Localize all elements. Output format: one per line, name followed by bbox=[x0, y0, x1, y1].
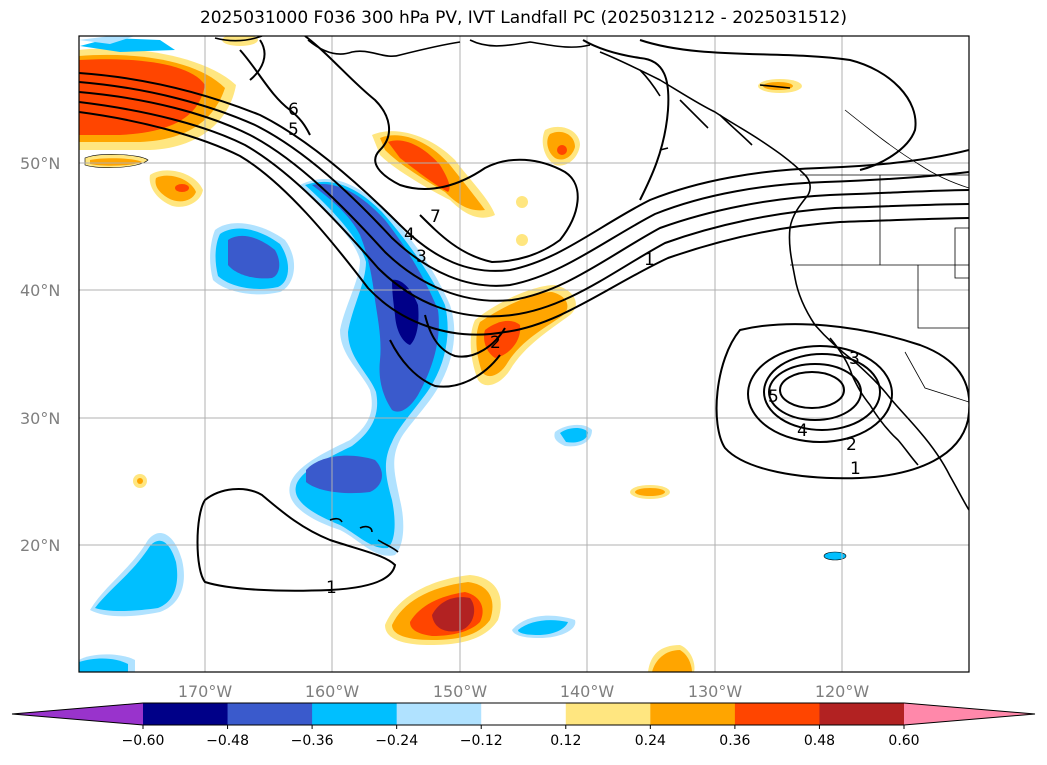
map-frame bbox=[78, 35, 970, 673]
contour-label-5: 5 bbox=[288, 120, 299, 140]
lon-tick-140w: 140°W bbox=[560, 682, 615, 701]
contour-label-3: 3 bbox=[416, 247, 427, 267]
pv-positive-blob-3 bbox=[542, 126, 580, 166]
pv-negative-blob-2 bbox=[90, 532, 184, 617]
contour-label-4-cal: 4 bbox=[797, 421, 808, 441]
coastlines bbox=[214, 36, 969, 553]
lat-tick-50n: 50°N bbox=[20, 154, 60, 173]
pv-positive-blob-5 bbox=[385, 575, 501, 645]
lat-tick-40n: 40°N bbox=[20, 281, 60, 300]
colorbar-extend-min bbox=[12, 703, 143, 725]
colorbar-tick-label: 0.48 bbox=[804, 733, 835, 749]
colorbar-bin bbox=[565, 703, 651, 725]
colorbar-tick-label: 0.36 bbox=[719, 733, 750, 749]
colorbar-tick-label: 0.24 bbox=[635, 733, 666, 749]
colorbar-tick-label: 0.60 bbox=[888, 733, 919, 749]
lat-tick-20n: 20°N bbox=[20, 536, 60, 555]
colorbar-bin bbox=[819, 703, 905, 725]
chart-title: 2025031000 F036 300 hPa PV, IVT Landfall… bbox=[199, 8, 847, 28]
contour-label-3-cal: 3 bbox=[849, 349, 860, 369]
ivt-contours bbox=[79, 36, 969, 592]
lat-tick-30n: 30°N bbox=[20, 409, 60, 428]
colorbar-bin bbox=[396, 703, 482, 725]
lon-tick-170w: 170°W bbox=[178, 682, 233, 701]
contour-label-1-south: 1 bbox=[326, 578, 337, 598]
lon-tick-120w: 120°W bbox=[815, 682, 870, 701]
contour-label-1-north: 1 bbox=[644, 250, 655, 270]
lon-tick-160w: 160°W bbox=[305, 682, 360, 701]
colorbar-bin bbox=[650, 703, 736, 725]
colorbar-bin bbox=[312, 703, 398, 725]
colorbar-bin bbox=[227, 703, 313, 725]
colorbar-tick-label: −0.12 bbox=[460, 733, 503, 749]
contour-label-5-cal: 5 bbox=[768, 387, 779, 407]
lon-tick-130w: 130°W bbox=[688, 682, 743, 701]
pv-positive-blob-2 bbox=[372, 131, 495, 218]
contour-label-7: 7 bbox=[430, 207, 441, 227]
contour-label-4: 4 bbox=[404, 225, 415, 245]
contour-label-2-cal: 2 bbox=[846, 435, 857, 455]
colorbar-tick-label: −0.48 bbox=[206, 733, 249, 749]
colorbar-bin bbox=[481, 703, 567, 725]
lon-tick-150w: 150°W bbox=[433, 682, 488, 701]
pv-positive-blob-1 bbox=[149, 170, 203, 207]
contour-label-6: 6 bbox=[288, 100, 299, 120]
colorbar-bin bbox=[143, 703, 229, 725]
contour-label-2: 2 bbox=[490, 333, 501, 353]
colorbar-tick-label: −0.24 bbox=[375, 733, 418, 749]
colorbar-tick-label: −0.60 bbox=[122, 733, 165, 749]
contour-label-1-cal: 1 bbox=[850, 459, 861, 479]
contour-labels: 6 5 7 4 3 2 1 1 3 5 4 2 1 bbox=[288, 100, 861, 598]
map-contents: 6 5 7 4 3 2 1 1 3 5 4 2 1 bbox=[79, 36, 969, 672]
colorbar: −0.60 −0.48 −0.36 −0.24 −0.12 0.12 0.24 0.36 0.4… bbox=[11, 702, 1036, 749]
colorbar-bin bbox=[734, 703, 820, 725]
colorbar-extend-max bbox=[904, 703, 1035, 725]
colorbar-tick-label: −0.36 bbox=[291, 733, 334, 749]
pv-negative-blob-1 bbox=[210, 223, 295, 295]
colorbar-tick-label: 0.12 bbox=[550, 733, 581, 749]
